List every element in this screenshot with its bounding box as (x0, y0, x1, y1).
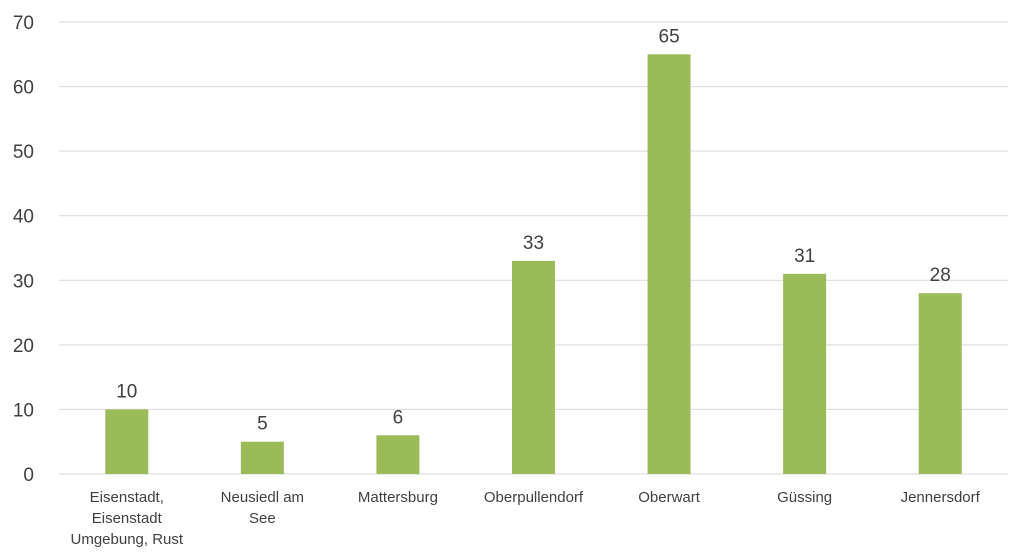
x-tick-label-line: Oberpullendorf (484, 489, 584, 506)
data-label: 6 (393, 407, 404, 428)
x-tick-label-line: Oberwart (638, 489, 701, 506)
x-tick-label-line: Jennersdorf (901, 489, 981, 506)
data-label: 33 (523, 233, 544, 254)
y-tick-label: 70 (13, 13, 34, 34)
x-tick-label: Neusiedl am See (221, 489, 304, 527)
bar (647, 54, 691, 475)
bar (376, 435, 420, 474)
y-tick-label: 30 (13, 271, 34, 292)
y-tick-label: 60 (13, 78, 34, 99)
x-tick-label-line: Eisenstadt (92, 510, 163, 527)
y-axis-ticks: 0 10 20 30 40 50 60 70 (13, 13, 34, 486)
y-tick-label: 0 (23, 465, 34, 486)
y-tick-label: 50 (13, 142, 34, 163)
x-tick-label: Jennersdorf (901, 489, 981, 506)
x-tick-label: Oberpullendorf (484, 489, 584, 506)
data-labels: 10 5 6 33 65 31 28 (116, 26, 951, 434)
x-tick-label: Mattersburg (358, 489, 438, 506)
data-label: 65 (659, 26, 680, 47)
x-tick-label-line: Neusiedl am (221, 489, 304, 506)
x-axis-ticks: Eisenstadt, Eisenstadt Umgebung, Rust Neusi… (71, 489, 981, 548)
y-tick-label: 10 (13, 400, 34, 421)
x-tick-label: Güssing (777, 489, 832, 506)
bar (240, 441, 284, 474)
bar (512, 260, 555, 474)
data-label: 28 (930, 265, 951, 286)
y-tick-label: 40 (13, 207, 34, 228)
x-tick-label: Eisenstadt, Eisenstadt Umgebung, Rust (71, 489, 184, 548)
data-label: 10 (116, 381, 137, 402)
data-label: 5 (257, 414, 268, 435)
x-tick-label-line: Umgebung, Rust (71, 531, 184, 548)
bar (918, 293, 962, 474)
x-tick-label-line: Mattersburg (358, 489, 438, 506)
y-tick-label: 20 (13, 336, 34, 357)
bar (783, 273, 827, 474)
x-tick-label: Oberwart (638, 489, 701, 506)
data-label: 31 (794, 246, 815, 267)
x-tick-label-line: Eisenstadt, (90, 489, 164, 506)
x-tick-label-line: Güssing (777, 489, 832, 506)
x-tick-label-line: See (249, 510, 276, 527)
bars (105, 54, 962, 475)
bar (105, 409, 149, 474)
